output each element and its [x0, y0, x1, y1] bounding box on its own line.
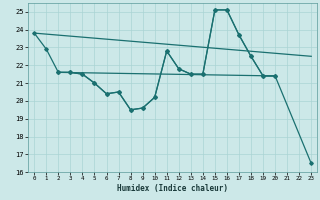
- X-axis label: Humidex (Indice chaleur): Humidex (Indice chaleur): [117, 184, 228, 193]
